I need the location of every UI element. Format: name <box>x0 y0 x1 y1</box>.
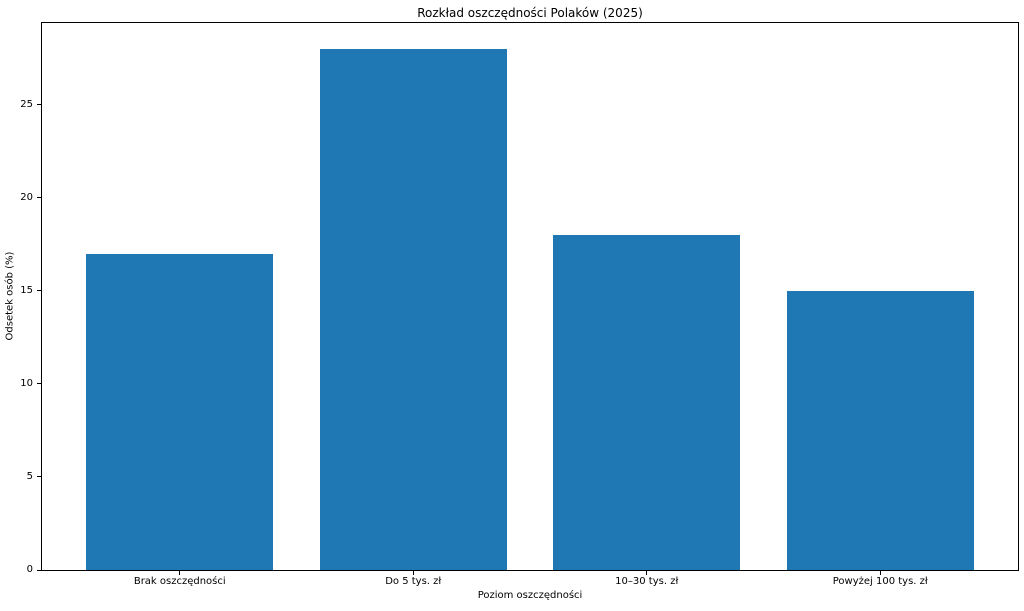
y-tick-label: 25 <box>20 98 33 110</box>
x-tick-mark <box>879 571 881 575</box>
y-tick-label: 20 <box>20 191 33 203</box>
x-tick-label: Brak oszczędności <box>133 576 226 587</box>
y-tick-mark <box>37 569 41 571</box>
x-tick-mark <box>412 571 414 575</box>
y-tick-label: 15 <box>20 284 33 296</box>
x-tick-label: Powyżej 100 tys. zł <box>832 576 928 587</box>
bar <box>86 253 274 570</box>
y-tick-label: 10 <box>20 377 33 389</box>
bar <box>553 235 741 570</box>
x-tick-label: Do 5 tys. zł <box>385 576 442 587</box>
bar <box>786 290 974 570</box>
bar <box>319 49 507 570</box>
y-tick-label: 5 <box>26 470 33 482</box>
y-tick-mark <box>37 383 41 385</box>
chart-title: Rozkład oszczędności Polaków (2025) <box>417 6 643 20</box>
plot-area <box>41 22 1019 571</box>
x-axis-label: Poziom oszczędności <box>477 590 583 601</box>
y-tick-label: 0 <box>26 564 33 575</box>
x-tick-mark <box>646 571 648 575</box>
x-tick-mark <box>179 571 181 575</box>
y-tick-mark <box>37 197 41 199</box>
y-tick-mark <box>37 290 41 292</box>
x-tick-label: 10–30 tys. zł <box>615 576 679 587</box>
y-tick-mark <box>37 104 41 106</box>
y-tick-mark <box>37 476 41 478</box>
